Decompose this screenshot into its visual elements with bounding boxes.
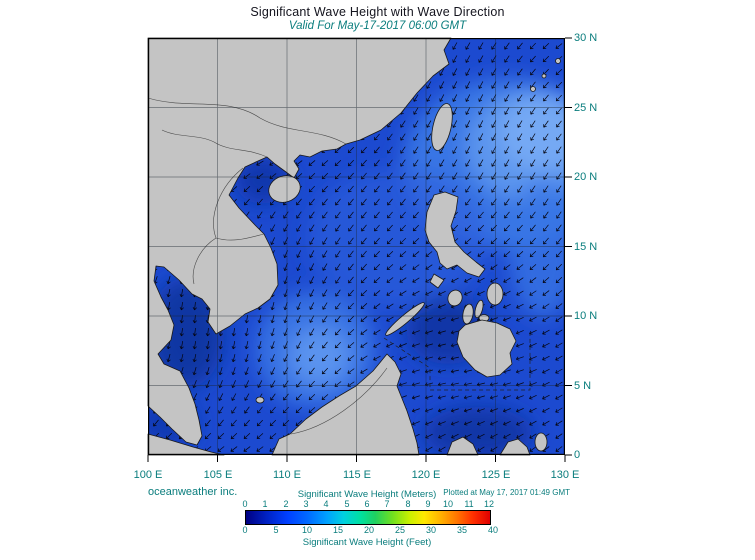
colorbar-feet-title: Significant Wave Height (Feet) (302, 537, 432, 548)
island-cebu (474, 299, 484, 319)
feet-tick: 0 (242, 525, 248, 535)
lon-tick-label: 120 E (411, 469, 441, 481)
graticule-grid (148, 38, 565, 455)
feet-tick: 20 (363, 525, 374, 535)
landmasses (147, 37, 561, 456)
meters-tick: 3 (303, 499, 309, 509)
colorbar-meters-title: Significant Wave Height (Meters) (297, 489, 437, 500)
meters-tick: 12 (483, 499, 494, 509)
island-natuna (255, 396, 265, 404)
meters-tick: 7 (384, 499, 390, 509)
lon-tick-label: 110 E (273, 469, 301, 481)
lon-tick-label: 100 E (133, 469, 163, 481)
meters-tick: 5 (344, 499, 350, 509)
island-panay (447, 289, 463, 307)
lat-tick-label: 10 N (574, 310, 598, 322)
meters-tick: 10 (442, 499, 453, 509)
map-frame (148, 38, 565, 455)
island-ryukyu-1 (555, 58, 561, 64)
lat-tick-label: 15 N (574, 241, 598, 253)
lon-tick-label: 105 E (203, 469, 233, 481)
lat-tick-label: 20 N (574, 171, 598, 183)
island-mindoro (429, 273, 445, 289)
meters-tick: 8 (405, 499, 411, 509)
feet-tick: 30 (425, 525, 436, 535)
plotted-timestamp: Plotted at May 17, 2017 01:49 GMT (443, 488, 570, 497)
lat-tick-label: 0 (574, 449, 581, 461)
feet-tick: 15 (332, 525, 343, 535)
oceanweather-credit: oceanweather inc. (148, 486, 238, 498)
island-borneo (271, 353, 420, 456)
feet-tick: 10 (301, 525, 312, 535)
island-mindanao (456, 319, 517, 378)
lat-tick-label: 30 N (574, 32, 598, 44)
meters-tick: 2 (283, 499, 289, 509)
axis-tick-marks (147, 37, 572, 462)
lat-tick-label: 5 N (574, 380, 592, 392)
island-ryukyu-2 (541, 73, 547, 79)
feet-tick: 5 (273, 525, 279, 535)
lat-tick-label: 25 N (574, 102, 598, 114)
meters-tick: 9 (425, 499, 431, 509)
meters-tick: 11 (464, 499, 474, 509)
island-luzon (424, 191, 486, 278)
island-samar-leyte (486, 282, 504, 306)
meters-tick: 0 (242, 499, 248, 509)
page-title: Significant Wave Height with Wave Direct… (250, 5, 505, 19)
lon-tick-label: 125 E (481, 469, 511, 481)
island-okinawa (530, 86, 536, 92)
meters-tick: 6 (364, 499, 370, 509)
feet-tick: 25 (394, 525, 405, 535)
colorbar-gradient (245, 510, 491, 525)
feet-tick: 35 (456, 525, 467, 535)
feet-tick: 40 (487, 525, 498, 535)
island-halmahera (534, 432, 548, 452)
lon-tick-label: 115 E (343, 469, 371, 481)
meters-tick: 1 (262, 499, 268, 509)
maritime-boundary-dashed-line (383, 334, 531, 391)
lon-tick-label: 130 E (550, 469, 580, 481)
island-taiwan (431, 103, 453, 151)
meters-tick: 4 (323, 499, 329, 509)
map-canvas (147, 37, 572, 462)
valid-time-subtitle: Valid For May-17-2017 06:00 GMT (288, 20, 467, 32)
landmass-asia-mainland (147, 37, 452, 446)
country-borders (147, 97, 388, 435)
island-hainan (268, 175, 301, 203)
island-negros (462, 303, 474, 325)
